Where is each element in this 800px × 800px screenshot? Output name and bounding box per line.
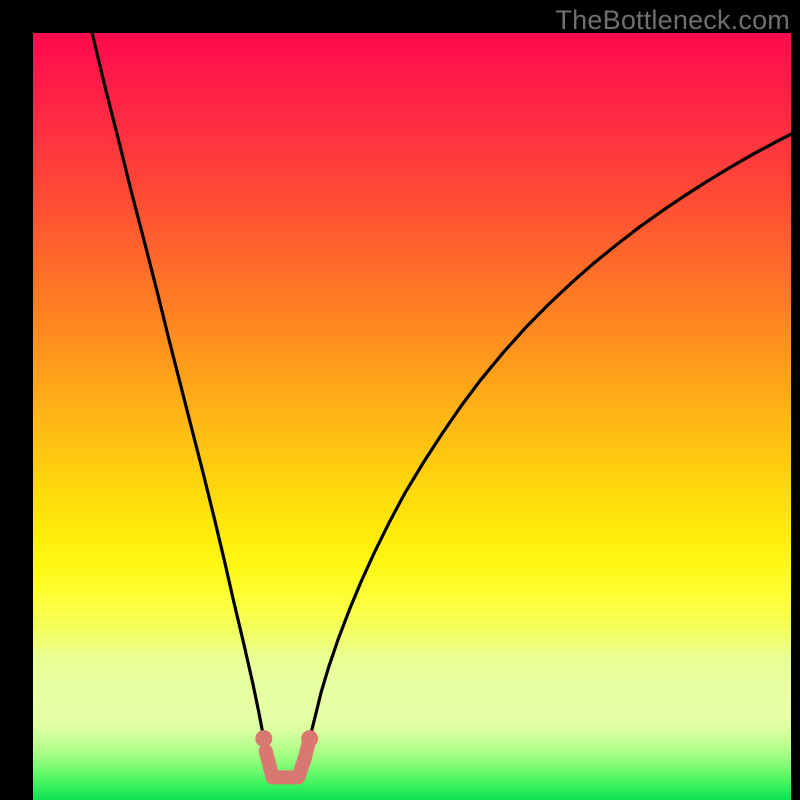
plot-area: [33, 33, 791, 800]
chart-container: TheBottleneck.com: [0, 0, 800, 800]
watermark-text: TheBottleneck.com: [555, 5, 790, 36]
gradient-background: [33, 33, 791, 800]
plot-svg: [33, 33, 791, 800]
